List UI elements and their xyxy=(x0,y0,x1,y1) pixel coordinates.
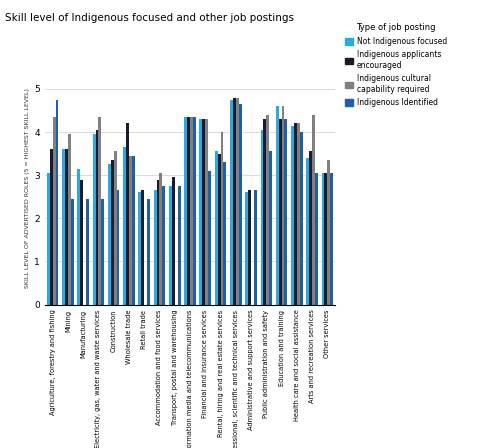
Bar xyxy=(169,186,172,305)
Bar xyxy=(65,149,68,305)
Bar xyxy=(324,173,328,305)
Bar xyxy=(116,190,119,305)
Bar xyxy=(282,106,284,305)
Bar xyxy=(178,186,180,305)
Bar xyxy=(312,115,315,305)
Bar xyxy=(147,199,150,305)
Bar xyxy=(62,149,65,305)
Bar xyxy=(114,151,116,305)
Bar xyxy=(254,190,257,305)
Bar xyxy=(264,119,266,305)
Bar xyxy=(297,124,300,305)
Bar xyxy=(123,147,126,305)
Bar xyxy=(102,199,104,305)
Bar xyxy=(278,119,281,305)
Bar xyxy=(230,100,233,305)
Bar xyxy=(260,130,264,305)
Bar xyxy=(142,190,144,305)
Bar xyxy=(184,117,187,305)
Bar xyxy=(291,125,294,305)
Bar xyxy=(162,186,166,305)
Bar xyxy=(50,149,52,305)
Bar xyxy=(284,119,288,305)
Bar xyxy=(300,132,302,305)
Bar xyxy=(56,100,58,305)
Bar xyxy=(233,98,236,305)
Bar xyxy=(156,180,160,305)
Bar xyxy=(92,134,96,305)
Bar xyxy=(98,117,102,305)
Bar xyxy=(238,104,242,305)
Bar xyxy=(52,117,56,305)
Bar xyxy=(126,124,129,305)
Bar xyxy=(309,151,312,305)
Bar xyxy=(190,117,193,305)
Bar xyxy=(200,119,202,305)
Bar xyxy=(214,151,218,305)
Bar xyxy=(248,190,251,305)
Bar xyxy=(129,156,132,305)
Bar xyxy=(218,154,220,305)
Bar xyxy=(322,173,324,305)
Bar xyxy=(269,151,272,305)
Bar xyxy=(96,130,98,305)
Bar xyxy=(202,119,205,305)
Bar xyxy=(276,106,278,305)
Bar xyxy=(328,160,330,305)
Bar xyxy=(154,190,156,305)
Bar xyxy=(306,158,309,305)
Bar xyxy=(224,162,226,305)
Bar xyxy=(246,193,248,305)
Bar xyxy=(187,117,190,305)
Bar xyxy=(78,169,80,305)
Bar xyxy=(111,160,114,305)
Bar xyxy=(294,124,297,305)
Text: Skill level of Indigenous focused and other job postings: Skill level of Indigenous focused and ot… xyxy=(5,13,294,23)
Bar xyxy=(86,199,89,305)
Bar xyxy=(220,132,224,305)
Bar xyxy=(266,115,269,305)
Bar xyxy=(47,173,50,305)
Bar xyxy=(71,199,74,305)
Bar xyxy=(160,173,162,305)
Bar xyxy=(80,180,83,305)
Bar xyxy=(132,156,134,305)
Y-axis label: SKILL LEVEL OF ADVERTISED ROLES (5 = HIGHEST SKILL LEVEL): SKILL LEVEL OF ADVERTISED ROLES (5 = HIG… xyxy=(25,88,30,288)
Bar xyxy=(108,164,111,305)
Bar xyxy=(172,177,174,305)
Bar xyxy=(206,119,208,305)
Bar xyxy=(68,134,71,305)
Bar xyxy=(330,173,333,305)
Bar xyxy=(138,193,141,305)
Legend: Not Indigenous focused, Indigenous applicants
encouraged, Indigenous cultural
ca: Not Indigenous focused, Indigenous appli… xyxy=(344,22,449,109)
Bar xyxy=(236,98,238,305)
Bar xyxy=(193,117,196,305)
Bar xyxy=(315,173,318,305)
Bar xyxy=(208,171,211,305)
